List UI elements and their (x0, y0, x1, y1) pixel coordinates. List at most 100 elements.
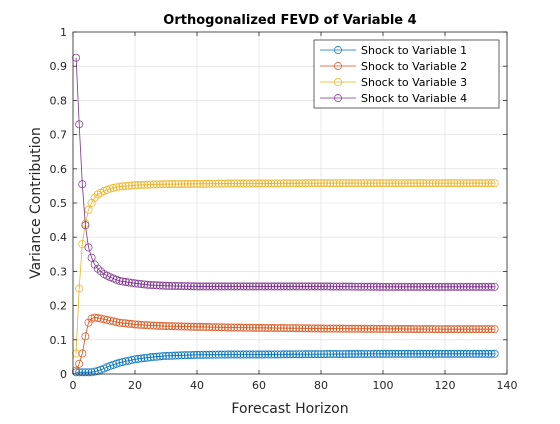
data-point (239, 350, 248, 359)
data-point (282, 350, 291, 359)
data-point (465, 349, 474, 358)
data-point (264, 282, 273, 291)
data-point (357, 282, 366, 291)
data-point (174, 351, 183, 360)
data-point (437, 282, 446, 291)
data-point (131, 355, 139, 364)
data-point (146, 180, 155, 189)
data-point (400, 349, 409, 358)
data-point (84, 205, 93, 214)
data-point (96, 314, 105, 323)
data-point (490, 179, 499, 188)
data-point (214, 282, 223, 291)
data-point (341, 324, 350, 333)
data-point (475, 282, 484, 291)
data-point (366, 324, 375, 333)
y-tick-label: 0.2 (50, 300, 68, 313)
data-point (227, 350, 236, 359)
data-point (230, 323, 239, 332)
data-point (434, 179, 443, 188)
data-point (487, 349, 496, 358)
data-point (453, 282, 462, 291)
data-point (351, 179, 360, 188)
data-point (289, 179, 298, 188)
data-point (137, 320, 146, 329)
data-point (236, 323, 245, 332)
data-point (230, 350, 239, 359)
data-point (121, 357, 130, 366)
data-point (248, 282, 257, 291)
data-point (301, 350, 310, 359)
data-point (298, 282, 307, 291)
data-point (320, 350, 329, 359)
data-point (475, 179, 484, 188)
data-point (360, 179, 369, 188)
data-point (357, 349, 366, 358)
data-point (109, 317, 118, 326)
data-point (375, 179, 384, 188)
data-point (140, 354, 149, 363)
data-point (484, 282, 493, 291)
data-point (434, 325, 443, 334)
data-point (205, 282, 214, 291)
data-point (180, 351, 189, 360)
data-point (447, 349, 456, 358)
data-point (385, 179, 394, 188)
data-point (81, 332, 90, 341)
data-point (456, 325, 465, 334)
data-point (323, 282, 332, 291)
data-point (264, 323, 273, 332)
data-point (267, 350, 276, 359)
data-point (168, 281, 177, 290)
data-point (372, 349, 381, 358)
data-point (270, 282, 279, 291)
data-point (258, 179, 267, 188)
data-point (202, 350, 211, 359)
data-point (385, 349, 394, 358)
data-point (112, 183, 121, 192)
data-point (258, 282, 267, 291)
data-point (307, 282, 316, 291)
data-point (96, 267, 105, 276)
data-point (295, 282, 304, 291)
data-point (388, 324, 397, 333)
data-point (264, 179, 273, 188)
data-point (127, 356, 136, 364)
data-point (329, 179, 338, 188)
data-point (121, 319, 130, 328)
data-point (326, 179, 335, 188)
data-point (267, 324, 276, 332)
data-point (289, 350, 298, 359)
data-point (106, 184, 115, 193)
data-point (332, 179, 341, 188)
x-tick-label: 20 (128, 379, 142, 392)
data-point (137, 180, 146, 189)
y-tick-label: 0 (60, 368, 67, 381)
legend-item: Shock to Variable 4 (320, 92, 467, 105)
data-point (233, 350, 242, 359)
data-point (397, 325, 406, 333)
data-point (301, 324, 310, 333)
data-point (447, 282, 456, 291)
data-point (484, 179, 493, 188)
data-point (434, 282, 443, 291)
data-point (363, 179, 372, 188)
data-point (255, 323, 263, 332)
data-point (385, 324, 394, 333)
x-axis-label: Forecast Horizon (231, 401, 348, 417)
data-point (242, 179, 251, 188)
data-point (199, 179, 208, 188)
data-point (78, 349, 87, 358)
data-point (199, 350, 208, 359)
data-point (326, 282, 335, 291)
data-point (217, 282, 226, 291)
data-point (431, 282, 440, 291)
data-point (236, 282, 245, 291)
legend: Shock to Variable 1 Shock to Variable 2 Sh… (313, 39, 500, 109)
data-point (354, 179, 363, 188)
data-point (84, 243, 93, 252)
data-point (292, 282, 301, 291)
data-point (329, 324, 338, 333)
data-point (143, 280, 152, 289)
data-point (332, 282, 341, 291)
